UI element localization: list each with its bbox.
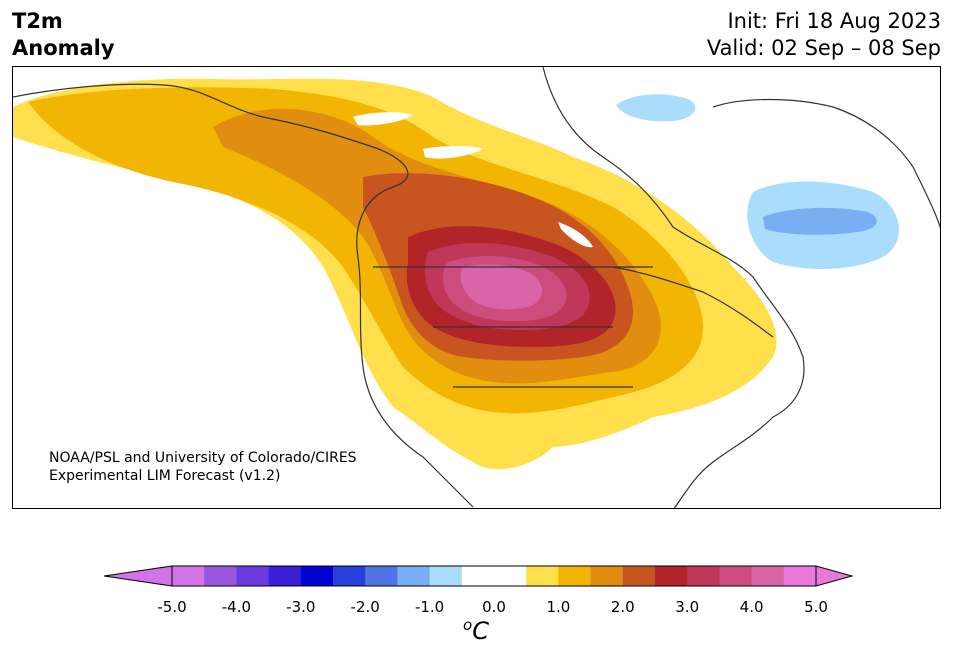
colorbar-tick-label: 3.0 xyxy=(675,598,700,616)
map-title: T2m Anomaly xyxy=(12,8,115,62)
colorbar-tick-label: 1.0 xyxy=(546,598,571,616)
colorbar-tick-label: -5.0 xyxy=(157,598,187,616)
lake-1 xyxy=(353,112,413,126)
colorbar-swatch xyxy=(300,566,334,586)
cool-patch-labrador-core xyxy=(763,207,877,235)
colorbar-swatch xyxy=(719,566,753,586)
title-line-2: Anomaly xyxy=(12,36,115,60)
colorbar-swatch xyxy=(429,566,463,586)
colorbar-swatch xyxy=(204,566,237,586)
colorbar xyxy=(100,560,860,594)
colorbar-tick-label: 4.0 xyxy=(739,598,764,616)
credit-text: NOAA/PSL and University of Colorado/CIRE… xyxy=(49,449,357,485)
coastlines xyxy=(13,67,940,508)
credit-line-1: NOAA/PSL and University of Colorado/CIRE… xyxy=(49,450,357,466)
colorbar-swatch xyxy=(687,566,720,586)
unit-degree: o xyxy=(463,616,473,634)
colorbar-swatch xyxy=(558,566,592,586)
colorbar-svg xyxy=(103,565,854,587)
colorbar-swatch xyxy=(590,566,624,586)
colorbar-tick-label: -4.0 xyxy=(221,598,252,616)
colorbar-border xyxy=(171,565,817,587)
credit-line-2: Experimental LIM Forecast (v1.2) xyxy=(49,468,281,484)
colorbar-swatch xyxy=(397,566,431,586)
valid-range: Valid: 02 Sep – 08 Sep xyxy=(706,36,941,60)
forecast-dates: Init: Fri 18 Aug 2023 Valid: 02 Sep – 08… xyxy=(707,8,941,62)
colorbar-tick-label: -2.0 xyxy=(350,598,380,616)
colorbar-swatch xyxy=(268,566,302,586)
lake-2 xyxy=(423,146,483,159)
anomaly-map xyxy=(12,66,941,509)
colorbar-swatch xyxy=(365,566,398,586)
lake-3 xyxy=(558,222,593,248)
colorbar-swatch xyxy=(333,566,366,586)
colorbar-swatch xyxy=(526,566,559,586)
anomaly-band-8 xyxy=(460,264,543,310)
colorbar-swatch xyxy=(783,566,817,586)
colorbar-swatch xyxy=(236,566,270,586)
colorbar-swatch xyxy=(494,566,527,586)
colorbar-tick-label: 2.0 xyxy=(610,598,635,616)
colorbar-tick-label: -3.0 xyxy=(286,598,316,616)
colorbar-tick-label: 0.0 xyxy=(482,598,506,616)
title-line-1: T2m xyxy=(12,9,63,33)
colorbar-tick-label: 5.0 xyxy=(804,598,828,616)
colorbar-tick-label: -1.0 xyxy=(414,598,445,616)
init-date: Init: Fri 18 Aug 2023 xyxy=(727,9,941,33)
colorbar-under-arrow xyxy=(103,565,173,587)
colorbar-swatch xyxy=(655,566,688,586)
colorbar-swatch xyxy=(622,566,656,586)
colorbar-swatch xyxy=(751,566,785,586)
colorbar-swatch xyxy=(172,566,205,586)
colorbar-unit: oC xyxy=(463,616,489,645)
colorbar-over-arrow xyxy=(815,565,854,587)
cool-patch-hudson xyxy=(616,94,696,122)
colorbar-swatch xyxy=(461,566,495,586)
map-canvas xyxy=(13,67,940,508)
unit-base: C xyxy=(472,617,489,645)
